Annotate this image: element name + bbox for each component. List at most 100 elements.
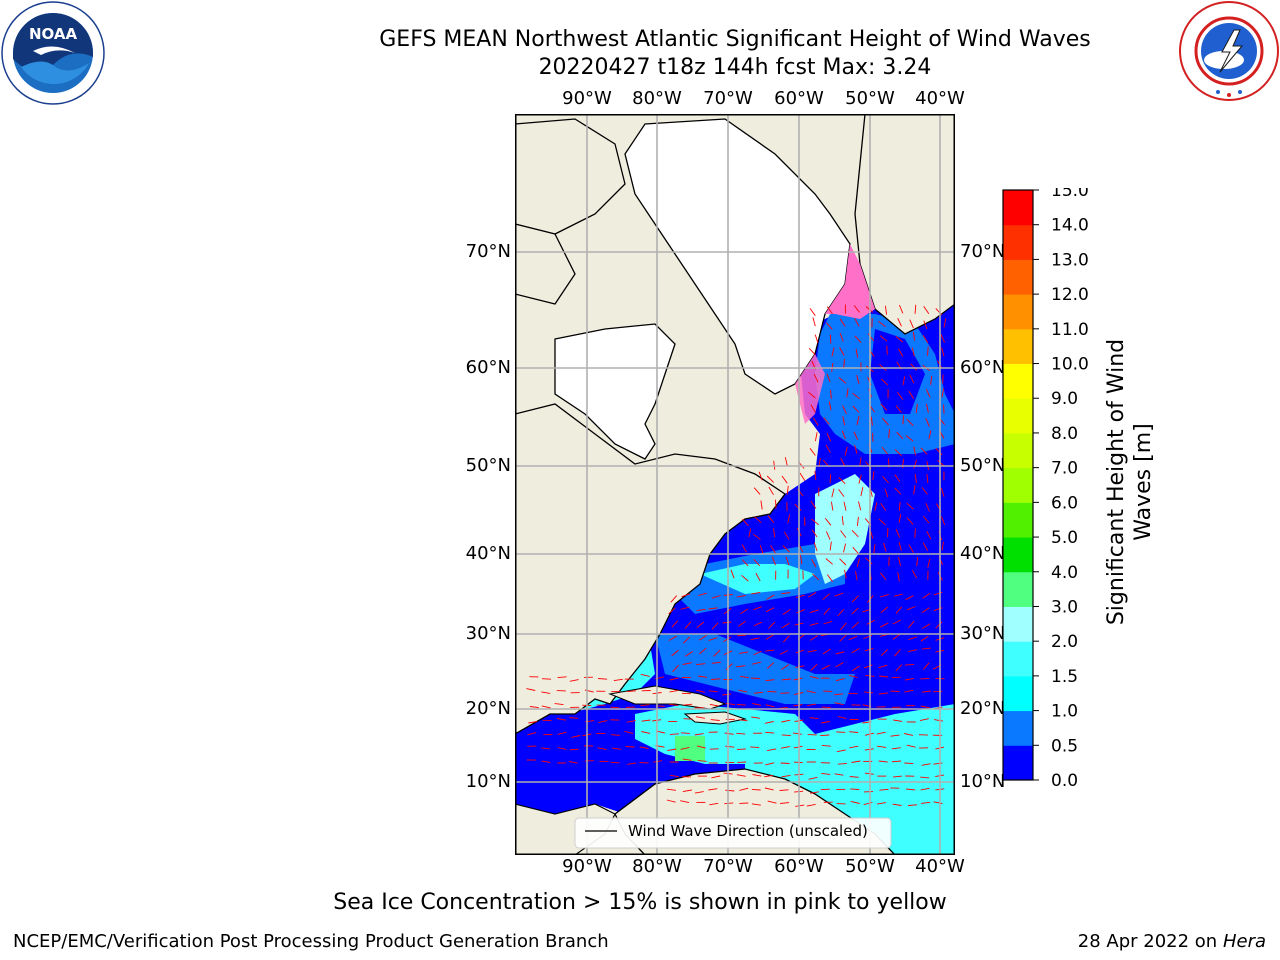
- wave-direction-arrow: [669, 677, 679, 681]
- wave-direction-arrow: [639, 746, 649, 749]
- wave-direction-arrow: [902, 376, 906, 386]
- wave-direction-arrow: [891, 676, 901, 679]
- wave-direction-arrow: [908, 620, 915, 629]
- wave-direction-arrow: [943, 318, 947, 328]
- wave-direction-arrow: [821, 664, 830, 670]
- wave-direction-arrow: [768, 486, 774, 496]
- wave-direction-arrow: [694, 791, 704, 794]
- colorbar-segment: [1003, 328, 1033, 365]
- wave-direction-arrow: [925, 403, 929, 413]
- wave-direction-arrow: [937, 460, 945, 467]
- wave-direction-arrow: [699, 647, 707, 655]
- wave-direction-arrow: [852, 392, 860, 400]
- lon-label-bottom: 80°W: [632, 856, 682, 877]
- wave-direction-arrow: [883, 542, 887, 552]
- wave-direction-arrow: [920, 677, 930, 680]
- wave-direction-arrow: [907, 804, 918, 806]
- wave-direction-arrow: [765, 762, 775, 766]
- wave-direction-arrow: [808, 391, 816, 399]
- wave-direction-arrow: [680, 800, 690, 804]
- wave-direction-arrow: [898, 513, 902, 523]
- wave-direction-arrow: [806, 690, 816, 694]
- wave-direction-arrow: [864, 691, 874, 694]
- wave-direction-arrow: [839, 332, 844, 342]
- wave-direction-arrow: [909, 319, 914, 329]
- wave-direction-arrow: [753, 691, 763, 694]
- wave-direction-arrow: [906, 606, 916, 611]
- wave-direction-arrow: [755, 572, 761, 582]
- wave-direction-arrow: [814, 432, 818, 442]
- wave-direction-arrow: [851, 760, 861, 763]
- wave-direction-arrow: [941, 541, 945, 551]
- wave-direction-arrow: [753, 621, 763, 627]
- wave-direction-arrow: [796, 609, 805, 614]
- wave-direction-arrow: [893, 719, 903, 722]
- colorbar-tick-label: 15.0: [1051, 188, 1089, 201]
- wave-direction-arrow: [840, 530, 847, 538]
- wave-direction-arrow: [640, 704, 650, 707]
- wave-direction-arrow: [888, 429, 890, 439]
- lat-label-left: 30°N: [465, 623, 511, 644]
- wave-direction-arrow: [895, 335, 904, 343]
- wave-direction-arrow: [751, 591, 761, 595]
- wave-direction-arrow: [625, 746, 635, 748]
- wave-direction-arrow: [682, 662, 692, 665]
- wave-direction-arrow: [696, 663, 706, 666]
- wave-direction-arrow: [820, 788, 830, 791]
- wave-direction-arrow: [753, 650, 762, 656]
- wave-direction-arrow: [854, 318, 860, 327]
- wave-direction-arrow: [793, 704, 803, 707]
- colorbar-tick-label: 8.0: [1051, 424, 1078, 444]
- wave-direction-arrow: [851, 665, 860, 672]
- wave-direction-arrow: [837, 608, 845, 617]
- wave-direction-arrow: [858, 474, 862, 484]
- colorbar-segment: [1003, 641, 1033, 677]
- wave-direction-arrow: [768, 621, 776, 629]
- wave-direction-arrow: [683, 718, 693, 720]
- wave-direction-arrow: [894, 593, 904, 597]
- wave-direction-arrow: [940, 516, 946, 525]
- colorbar-tick-label: 1.0: [1051, 702, 1078, 722]
- wave-direction-arrow: [892, 775, 902, 778]
- wave-direction-arrow: [925, 503, 930, 512]
- wave-direction-arrow: [738, 689, 748, 693]
- wave-direction-arrow: [682, 758, 692, 761]
- colorbar-tick-label: 0.0: [1051, 771, 1078, 788]
- wave-direction-arrow: [838, 477, 846, 485]
- wave-direction-arrow: [711, 661, 721, 664]
- wave-direction-arrow: [809, 609, 819, 614]
- date-text: 28 Apr 2022 on: [1077, 931, 1218, 952]
- wave-direction-arrow: [751, 803, 761, 806]
- lat-label-left: 60°N: [465, 357, 511, 378]
- wave-direction-arrow: [708, 690, 718, 693]
- wave-direction-arrow: [908, 544, 914, 553]
- wave-direction-arrow: [915, 403, 918, 413]
- wave-direction-arrow: [906, 418, 914, 427]
- wave-direction-arrow: [810, 404, 816, 413]
- wave-direction-arrow: [856, 374, 860, 384]
- wave-direction-arrow: [830, 501, 834, 511]
- wave-direction-arrow: [834, 702, 844, 706]
- wave-direction-arrow: [846, 388, 849, 398]
- wave-direction-arrow: [781, 592, 791, 595]
- wave-direction-arrow: [897, 318, 902, 327]
- wave-direction-arrow: [851, 595, 859, 603]
- wave-direction-arrow: [683, 703, 693, 706]
- wave-direction-arrow: [736, 732, 746, 735]
- wave-direction-arrow: [685, 651, 694, 657]
- wave-direction-arrow: [681, 593, 691, 598]
- wave-direction-arrow: [554, 703, 564, 706]
- wave-direction-arrow: [813, 542, 818, 552]
- wave-direction-arrow: [828, 401, 832, 411]
- wave-direction-arrow: [737, 634, 747, 637]
- wave-direction-arrow: [795, 649, 805, 654]
- colorbar-segment: [1003, 502, 1033, 538]
- wave-direction-arrow: [694, 733, 704, 736]
- wave-direction-arrow: [920, 776, 930, 779]
- lat-label-left: 40°N: [465, 543, 511, 564]
- wave-direction-arrow: [725, 745, 735, 748]
- wave-direction-arrow: [684, 621, 692, 629]
- wave-direction-arrow: [882, 417, 889, 426]
- wave-direction-arrow: [914, 473, 917, 483]
- wave-direction-arrow: [668, 635, 677, 641]
